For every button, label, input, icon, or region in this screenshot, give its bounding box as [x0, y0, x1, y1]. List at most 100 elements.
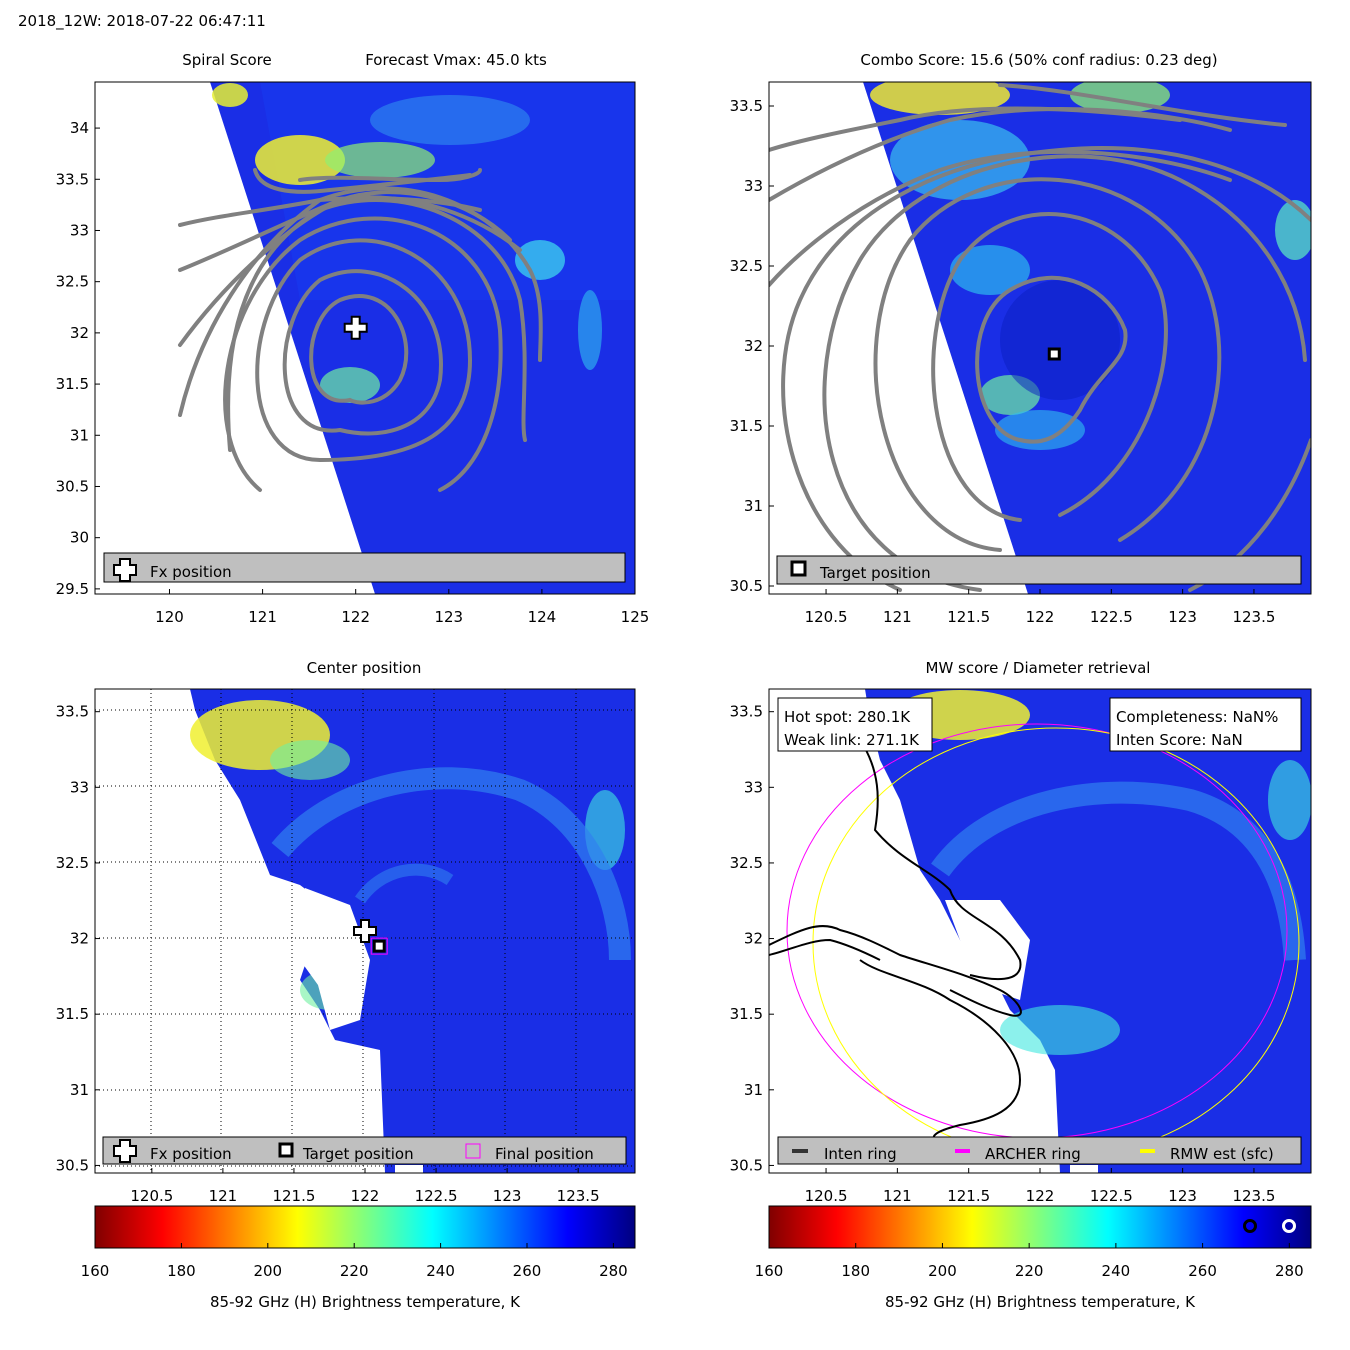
x-tick-label: 120.5 — [130, 1187, 173, 1205]
combo-legend-label: Target position — [819, 564, 931, 582]
colorbar-tick-label: 240 — [426, 1262, 455, 1280]
y-tick-label: 32 — [70, 930, 89, 948]
y-tick-label: 32.5 — [730, 257, 763, 275]
y-tick-label: 31 — [70, 426, 89, 444]
x-tick-label: 122 — [341, 608, 370, 626]
x-tick-label: 120 — [155, 608, 184, 626]
x-tick-label: 122 — [1026, 1187, 1055, 1205]
colorbar-right — [768, 1205, 1312, 1249]
colorbar-tick-label: 200 — [253, 1262, 282, 1280]
colorbar-tick-label: 160 — [755, 1262, 784, 1280]
colorbar-tick-label: 280 — [599, 1262, 628, 1280]
y-tick-label: 30.5 — [730, 577, 763, 595]
y-tick-label: 32.5 — [56, 273, 89, 291]
x-tick-label: 124 — [528, 608, 557, 626]
target-position-marker — [372, 939, 386, 953]
spiral-panel-title: Spiral Score — [182, 51, 272, 69]
x-tick-label: 120.5 — [805, 608, 848, 626]
x-tick-label: 122.5 — [415, 1187, 458, 1205]
position-markers — [343, 315, 1061, 955]
spiral-panel-vmax: Forecast Vmax: 45.0 kts — [365, 51, 547, 69]
center-legend-final-label: Final position — [495, 1145, 594, 1163]
x-tick-label: 121 — [209, 1187, 238, 1205]
center-legend-fx-label: Fx position — [150, 1145, 232, 1163]
x-tick-label: 123 — [1168, 1187, 1197, 1205]
y-tick-label: 32 — [70, 324, 89, 342]
x-tick-label: 121 — [883, 608, 912, 626]
x-tick-label: 123.5 — [557, 1187, 600, 1205]
y-tick-label: 33.5 — [56, 703, 89, 721]
colorbar-tick-label: 160 — [81, 1262, 110, 1280]
completeness-text: Completeness: NaN% — [1116, 708, 1278, 726]
y-tick-label: 32.5 — [56, 854, 89, 872]
combo-panel-title: Combo Score: 15.6 (50% conf radius: 0.23… — [860, 51, 1217, 69]
inten-score-text: Inten Score: NaN — [1116, 731, 1243, 749]
spiral-score-plot: Fx position — [94, 81, 636, 595]
final-position-legend-icon — [465, 1143, 481, 1159]
mw-panel-title: MW score / Diameter retrieval — [926, 659, 1151, 677]
y-tick-label: 30.5 — [730, 1156, 763, 1174]
y-tick-label: 33 — [744, 778, 763, 796]
center-legend-target-label: Target position — [302, 1145, 414, 1163]
y-tick-label: 29.5 — [56, 580, 89, 598]
colorbar-right-label: 85-92 GHz (H) Brightness temperature, K — [885, 1293, 1196, 1311]
x-tick-label: 123 — [434, 608, 463, 626]
y-tick-label: 31 — [744, 1081, 763, 1099]
spiral-legend-label: Fx position — [150, 563, 232, 581]
y-tick-label: 30.5 — [56, 1156, 89, 1174]
y-tick-label: 31.5 — [730, 1005, 763, 1023]
fx-position-marker — [343, 315, 368, 340]
x-tick-label: 123 — [493, 1187, 522, 1205]
weak-link-text: Weak link: 271.1K — [784, 731, 920, 749]
center-panel-title: Center position — [307, 659, 422, 677]
x-tick-label: 122 — [351, 1187, 380, 1205]
mw-score-plot: Hot spot: 280.1K Weak link: 271.1K Compl… — [768, 688, 1312, 1174]
mw-legend-inten-label: Inten ring — [824, 1145, 897, 1163]
target-position-legend-icon — [278, 1142, 294, 1158]
figure-title: 2018_12W: 2018-07-22 06:47:11 — [18, 12, 266, 31]
y-tick-label: 33.5 — [730, 703, 763, 721]
combo-score-plot: Target position — [768, 81, 1312, 595]
x-tick-label: 121 — [883, 1187, 912, 1205]
x-tick-label: 122.5 — [1090, 1187, 1133, 1205]
y-tick-label: 34 — [70, 119, 89, 137]
x-tick-label: 122 — [1026, 608, 1055, 626]
hot-spot-text: Hot spot: 280.1K — [784, 708, 911, 726]
y-tick-label: 33 — [70, 221, 89, 239]
colorbar-tick-label: 220 — [1015, 1262, 1044, 1280]
coastline — [769, 739, 1022, 1141]
x-tick-label: 120.5 — [805, 1187, 848, 1205]
colorbar-tick-label: 180 — [167, 1262, 196, 1280]
colorbar-tick-label: 280 — [1275, 1262, 1304, 1280]
y-tick-label: 33.5 — [730, 97, 763, 115]
x-tick-label: 122.5 — [1090, 608, 1133, 626]
fx-position-marker — [353, 919, 377, 943]
y-tick-label: 33 — [744, 177, 763, 195]
colorbar-tick-label: 200 — [928, 1262, 957, 1280]
colorbar-tick-label: 220 — [340, 1262, 369, 1280]
y-tick-label: 32 — [744, 337, 763, 355]
target-position-legend-icon — [790, 560, 807, 577]
x-tick-label: 121.5 — [947, 608, 990, 626]
y-tick-label: 33 — [70, 778, 89, 796]
x-tick-label: 123.5 — [1232, 1187, 1275, 1205]
axis-ticks: 120 121 122 123 124 125 29.5 30 30.5 31 31.5 32 32.5… — [56, 97, 1304, 1280]
ring-white-icon — [1282, 1219, 1296, 1233]
colorbar-tick-label: 260 — [513, 1262, 542, 1280]
y-tick-label: 31 — [70, 1081, 89, 1099]
final-position-marker — [370, 937, 388, 955]
y-tick-label: 32.5 — [730, 854, 763, 872]
fx-position-legend-icon — [113, 1139, 137, 1163]
colorbar-tick-label: 180 — [841, 1262, 870, 1280]
x-tick-label: 125 — [621, 608, 650, 626]
y-tick-label: 32 — [744, 930, 763, 948]
y-tick-label: 30 — [70, 529, 89, 547]
y-tick-label: 30.5 — [56, 477, 89, 495]
y-tick-label: 31 — [744, 497, 763, 515]
target-position-marker — [1047, 347, 1061, 361]
x-tick-label: 121 — [248, 608, 277, 626]
x-tick-label: 123.5 — [1232, 608, 1275, 626]
y-tick-label: 31.5 — [56, 375, 89, 393]
y-tick-label: 31.5 — [56, 1005, 89, 1023]
